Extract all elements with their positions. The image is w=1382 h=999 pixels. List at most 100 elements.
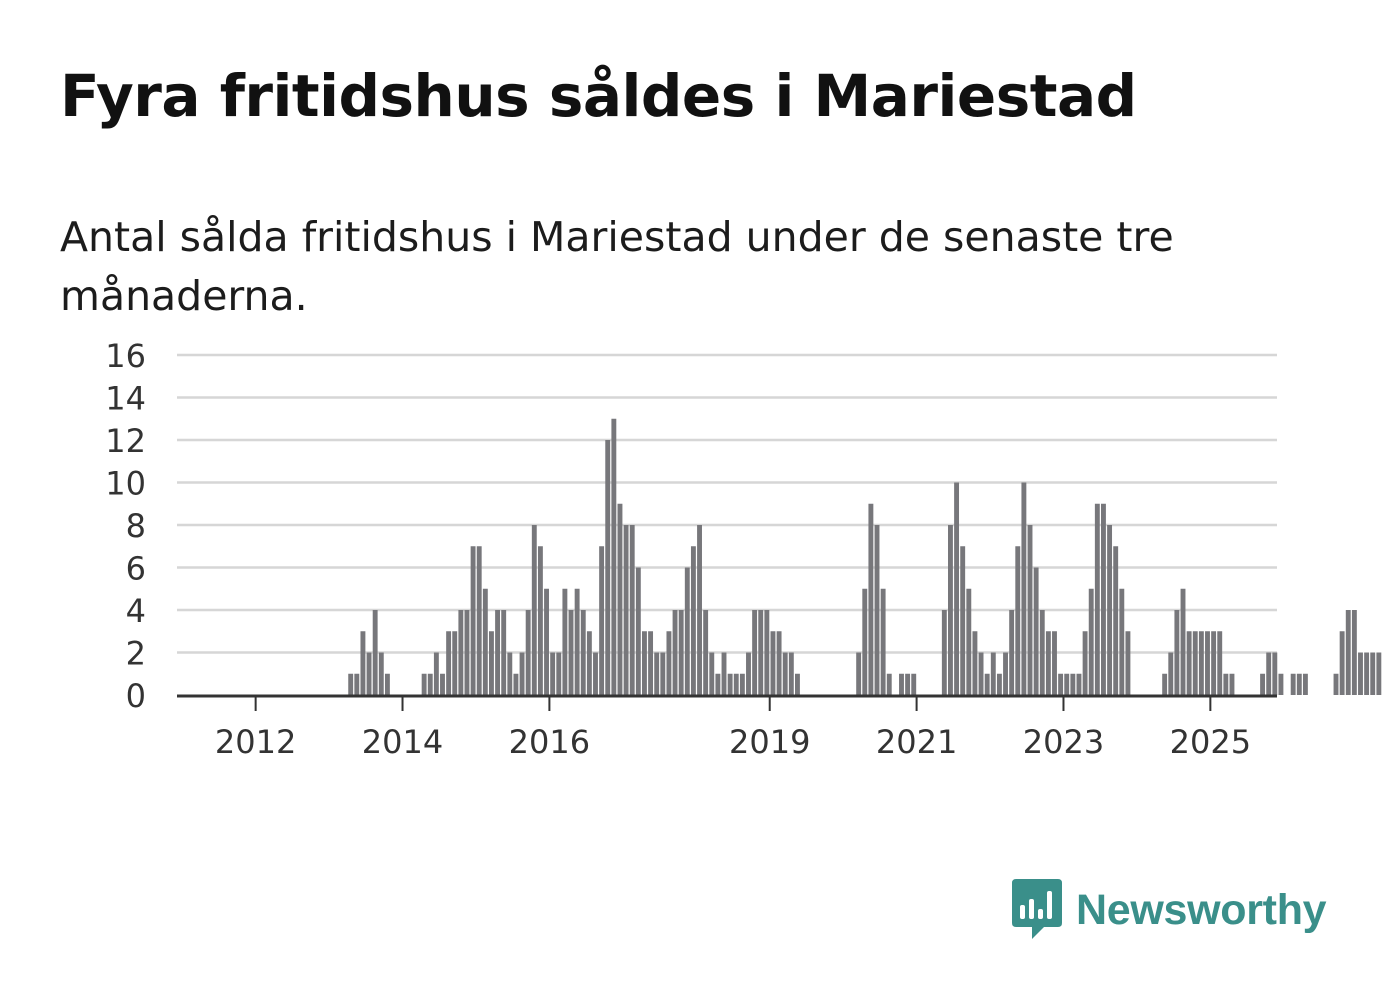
brand-name: Newsworthy [1076,885,1327,934]
bar [1082,631,1088,695]
bar [880,588,886,695]
bar [1211,631,1217,695]
x-axis-ticks: 2012 2014 2016 2019 2021 2023 2025 [215,697,1251,761]
bar [605,440,611,695]
bar [1052,631,1057,695]
bar [1339,631,1345,695]
bar [556,652,562,695]
bar [1039,610,1045,695]
bar [1064,673,1070,695]
y-tick-label: 0 [126,677,146,715]
bar [519,652,525,695]
y-tick-label: 6 [126,550,146,588]
bar [1345,610,1351,695]
bar [1003,652,1008,695]
y-tick-label: 10 [105,465,146,503]
bar [1168,652,1174,695]
bar [366,652,372,695]
bar [501,610,507,695]
bar [1088,588,1094,695]
bar [684,567,690,695]
chart-subtitle: Antal sålda fritidshus i Mariestad under… [60,213,1174,320]
x-tick-label: 2023 [1023,723,1104,761]
y-tick-label: 14 [105,380,146,418]
bar [709,652,715,695]
bar [586,631,592,695]
bar [948,525,953,695]
bar [862,588,868,695]
y-tick-label: 16 [105,337,146,375]
y-tick-label: 2 [126,635,146,673]
bar [525,610,531,695]
bar [495,610,501,695]
bar [458,610,464,695]
bar [1113,546,1119,695]
bar [1107,525,1113,695]
bar [1290,673,1296,695]
x-tick-label: 2021 [876,723,957,761]
bar [1260,673,1266,695]
y-tick-label: 8 [126,507,146,545]
bar [354,673,360,695]
bar [537,546,543,695]
bar [446,631,452,695]
bar [1370,652,1376,695]
x-tick-label: 2025 [1170,723,1251,761]
brand-logo: Newsworthy [1010,878,1327,942]
bar [703,610,709,695]
bar [776,631,782,695]
bar [1094,503,1100,695]
bar [1021,482,1027,695]
bar [464,610,470,695]
bar [378,652,384,695]
y-tick-label: 4 [126,592,146,630]
bar [568,610,574,695]
bar [617,503,623,695]
bar [966,588,972,695]
bar [544,588,549,695]
bar [1192,631,1198,695]
bar [899,673,904,695]
bar [1364,652,1370,695]
bar [715,673,721,695]
x-tick-label: 2019 [729,723,810,761]
bar-chart: 2012 2014 2016 2019 2021 2023 2025 0 2 4 6 8 10 12 14… [105,337,1382,761]
bar [1119,588,1125,695]
bar [433,652,439,695]
bar [593,652,598,695]
bar [1015,546,1021,695]
bar [1027,525,1033,695]
x-tick-label: 2016 [509,723,590,761]
bar [427,673,433,695]
bar [996,673,1002,695]
bar [868,503,874,695]
bar [611,418,617,695]
chart-title: Fyra fritidshus såldes i Mariestad [60,62,1137,130]
bar [758,610,764,695]
bar [666,631,672,695]
bar [746,652,751,695]
bar [1180,588,1186,695]
bar [513,673,519,695]
bar [629,525,635,695]
bar [1101,503,1106,695]
bar [648,631,654,695]
bar [360,631,366,695]
bar [470,546,476,695]
bar [1272,652,1278,695]
bar [978,652,984,695]
bar [1333,673,1339,695]
x-tick-label: 2012 [215,723,296,761]
bar [1045,631,1051,695]
bar [482,588,488,695]
bar [452,631,458,695]
newsworthy-logo-icon [1012,879,1062,939]
bar [1070,673,1076,695]
bar [905,673,911,695]
bar [1266,652,1272,695]
bar [886,673,892,695]
bar [1174,610,1180,695]
bar [599,546,605,695]
bar [752,610,758,695]
bar [856,652,862,695]
